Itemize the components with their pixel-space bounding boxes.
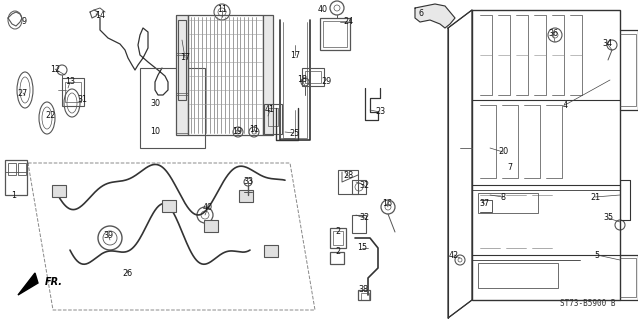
Bar xyxy=(358,290,370,300)
Text: 42: 42 xyxy=(449,251,459,260)
Text: 17: 17 xyxy=(180,53,190,62)
Bar xyxy=(352,180,366,194)
Text: 28: 28 xyxy=(343,172,353,180)
Bar xyxy=(264,104,282,134)
Bar xyxy=(338,170,358,194)
Bar xyxy=(62,78,84,106)
Bar xyxy=(162,200,176,212)
Text: 2: 2 xyxy=(336,228,341,236)
Bar xyxy=(188,15,263,135)
Bar xyxy=(52,185,66,197)
Bar xyxy=(268,108,278,126)
Text: 11: 11 xyxy=(249,125,259,134)
Bar xyxy=(330,252,344,264)
Text: 12: 12 xyxy=(50,65,60,74)
Text: FR.: FR. xyxy=(45,277,63,287)
Text: 38: 38 xyxy=(358,285,368,294)
Bar xyxy=(472,10,620,300)
Bar xyxy=(263,15,273,135)
Bar xyxy=(204,220,218,232)
Bar xyxy=(320,18,350,50)
Text: 21: 21 xyxy=(590,193,600,202)
Text: 40: 40 xyxy=(203,204,213,212)
Text: 6: 6 xyxy=(419,10,424,19)
Text: 31: 31 xyxy=(77,95,87,105)
Text: 2: 2 xyxy=(336,247,341,257)
Text: 33: 33 xyxy=(243,177,253,186)
Bar xyxy=(5,160,27,195)
Text: 4: 4 xyxy=(563,100,567,109)
Bar xyxy=(305,71,321,83)
Text: 37: 37 xyxy=(479,199,489,209)
Bar xyxy=(352,215,366,233)
Text: 14: 14 xyxy=(95,12,105,20)
Text: 17: 17 xyxy=(290,51,300,60)
Text: 8: 8 xyxy=(500,193,505,202)
Bar xyxy=(239,190,253,202)
Text: 41: 41 xyxy=(265,106,275,115)
Bar xyxy=(140,68,205,148)
Bar xyxy=(65,82,81,102)
Text: 1: 1 xyxy=(11,190,17,199)
Text: 23: 23 xyxy=(375,108,385,116)
Bar xyxy=(323,21,347,47)
Text: 25: 25 xyxy=(289,129,299,138)
Text: 32: 32 xyxy=(359,180,369,189)
Text: 22: 22 xyxy=(45,110,55,119)
Bar xyxy=(176,95,188,133)
Text: 39: 39 xyxy=(103,230,113,239)
Text: ST73-B5900 B: ST73-B5900 B xyxy=(560,299,616,308)
Bar xyxy=(333,231,343,245)
Bar xyxy=(18,163,26,175)
Text: 26: 26 xyxy=(122,268,132,277)
Text: 36: 36 xyxy=(548,28,558,37)
Bar xyxy=(178,20,186,100)
Text: 11: 11 xyxy=(217,5,227,14)
Bar xyxy=(478,263,558,288)
Bar xyxy=(176,55,188,93)
Bar xyxy=(8,163,16,175)
Bar xyxy=(176,15,188,53)
Text: 7: 7 xyxy=(507,164,512,172)
Text: 35: 35 xyxy=(603,213,613,222)
Text: 29: 29 xyxy=(322,77,332,86)
Polygon shape xyxy=(18,273,38,295)
Bar xyxy=(330,228,346,248)
Polygon shape xyxy=(415,4,455,28)
Text: 30: 30 xyxy=(150,99,160,108)
Text: 32: 32 xyxy=(359,213,369,222)
Text: 13: 13 xyxy=(65,77,75,86)
Text: 18: 18 xyxy=(297,76,307,84)
Text: 16: 16 xyxy=(382,199,392,209)
Bar xyxy=(302,68,324,86)
Text: 20: 20 xyxy=(498,148,508,156)
Text: 9: 9 xyxy=(22,18,27,27)
Text: 40: 40 xyxy=(318,4,328,13)
Bar xyxy=(264,245,278,257)
Text: 5: 5 xyxy=(595,251,600,260)
Text: 19: 19 xyxy=(232,126,242,135)
Bar xyxy=(176,15,188,135)
Text: 27: 27 xyxy=(18,89,28,98)
Bar xyxy=(478,193,538,213)
Text: 15: 15 xyxy=(357,244,367,252)
Text: 10: 10 xyxy=(150,126,160,135)
Bar xyxy=(361,293,369,300)
Text: 34: 34 xyxy=(602,38,612,47)
Text: 24: 24 xyxy=(343,18,353,27)
